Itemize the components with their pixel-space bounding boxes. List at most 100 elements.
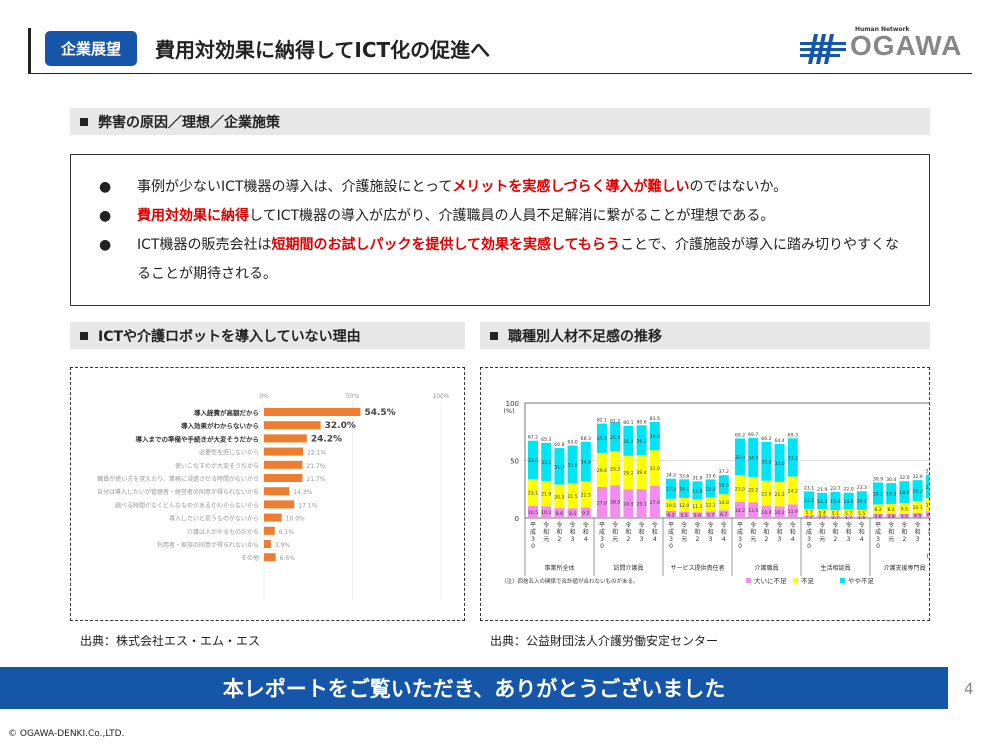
- bar-segment: [692, 512, 703, 518]
- legend-label: 不足: [801, 577, 815, 585]
- segment-label: 26.1: [636, 438, 646, 444]
- year-label: 和: [846, 528, 852, 536]
- section-heading-reasons: ICTや介護ロボットを導入していない理由: [70, 322, 465, 349]
- segment-label: 8.5: [569, 511, 576, 517]
- bar: [264, 487, 290, 496]
- bullet-dot-icon: ●: [99, 179, 112, 195]
- segment-label: 6.0: [927, 513, 929, 519]
- bar-segment: [817, 515, 828, 518]
- total-label: 81.2: [610, 419, 620, 425]
- bar-segment: [636, 425, 647, 456]
- year-label: 和: [777, 528, 783, 536]
- bar-segment: [610, 451, 621, 486]
- bar-segment: [856, 509, 867, 517]
- bar-segment: [597, 423, 607, 453]
- segment-label: 14.6: [843, 499, 853, 505]
- bar-segment: [748, 502, 759, 518]
- segment-label: 21.9: [541, 492, 551, 498]
- year-label: 和: [790, 528, 796, 536]
- bullet-item: ● ICT機器の販売会社は短期間のお試しパックを提供して効果を実感してもらうことで…: [95, 231, 909, 289]
- bar-segment: [787, 504, 798, 518]
- year-label: 0: [876, 543, 880, 550]
- segment-label: 13.5: [748, 508, 758, 514]
- reasons-bar-chart: 0% 50% 100% 導入経費が高額だから 54.5% 導入効果がわからないから 32.0…: [97, 393, 450, 600]
- year-label: 令: [583, 521, 589, 529]
- section-heading-shortage: 職種別人材不足感の推移: [480, 322, 930, 349]
- bar: [264, 408, 361, 416]
- data-label: 3.9%: [275, 542, 291, 549]
- body-text: ことで、介護施設が導入に踏み切りやすくなることが期待される。: [137, 237, 899, 282]
- segment-label: 29.2: [610, 466, 620, 472]
- segment-label: 10.5: [528, 510, 538, 516]
- category-label: 導入したいと思うものがないから: [169, 515, 259, 523]
- legend-swatch: [840, 578, 845, 583]
- year-label: 成: [737, 528, 743, 536]
- year-label: 成: [875, 528, 881, 536]
- bar-segment: [623, 455, 634, 490]
- bar-segment: [666, 510, 676, 518]
- segment-label: 18.9: [899, 490, 909, 496]
- emphasis-text: 費用対効果に納得: [137, 208, 249, 224]
- segment-label: 34.6: [581, 460, 591, 466]
- segment-label: 33.2: [788, 455, 798, 461]
- segment-label: 10.1: [912, 505, 922, 511]
- legend-swatch: [746, 578, 751, 583]
- year-label: 令: [832, 521, 838, 529]
- year-label: 令: [819, 521, 825, 529]
- bar-segment: [748, 437, 759, 477]
- total-label: 69.3: [788, 432, 798, 438]
- data-label: 17.1%: [298, 502, 317, 509]
- year-label: 和: [543, 528, 549, 536]
- bar-segment: [623, 489, 634, 518]
- year-label: 元: [543, 536, 549, 543]
- total-label: 67.2: [528, 435, 538, 441]
- year-label: 和: [570, 528, 576, 536]
- shortage-chart-frame: 0 50 100 (%) 10.5 23.1 33.6 67.2 平成 3 0 10.2 21.9 33.…: [480, 367, 943, 621]
- segment-label: 1.7: [845, 515, 852, 521]
- year-label: 3: [807, 536, 811, 543]
- bar-segment: [886, 503, 897, 514]
- data-label: 54.5%: [364, 408, 395, 418]
- total-label: 32.0: [899, 475, 909, 481]
- bar-segment: [886, 483, 897, 504]
- year-label: 令: [928, 521, 929, 529]
- segment-label: 5.7: [707, 513, 714, 519]
- x-tick-label: 0%: [259, 393, 269, 400]
- data-label: 21.7%: [306, 476, 325, 483]
- bar-segment: [567, 508, 578, 518]
- year-label: 3: [738, 536, 742, 543]
- segment-label: 27.0: [597, 500, 607, 506]
- year-label: 3: [531, 536, 535, 543]
- segment-label: 19.1: [873, 491, 883, 497]
- segment-label: 3.5: [901, 514, 908, 520]
- bar: [264, 513, 282, 522]
- year-label: 2: [626, 536, 630, 543]
- data-label: 21.7%: [306, 463, 325, 470]
- segment-label: 34.0: [748, 455, 758, 461]
- year-label: 2: [764, 536, 768, 543]
- total-label: 22.0: [843, 487, 853, 493]
- logo-mark-icon: [800, 34, 846, 64]
- bar-segment: [804, 508, 814, 516]
- year-label: 和: [583, 528, 589, 536]
- bar-segment: [649, 450, 660, 486]
- segment-label: 33.8: [761, 459, 771, 465]
- year-label: 令: [888, 521, 894, 529]
- legend-label: 大いに不足: [754, 576, 787, 585]
- segment-label: 29.6: [597, 468, 607, 474]
- total-label: 80.6: [636, 419, 646, 425]
- body-text: ICT機器の販売会社は: [137, 237, 272, 253]
- group-label: サービス提供責任者: [670, 564, 724, 572]
- bar-segment: [679, 511, 690, 518]
- segment-label: 2.2: [805, 515, 812, 521]
- year-label: 令: [901, 521, 907, 529]
- bar-segment: [774, 506, 785, 518]
- segment-label: 22.5: [581, 492, 591, 498]
- segment-label: 6.7: [720, 512, 727, 518]
- bar-segment: [856, 516, 867, 518]
- group-label: 介護職員: [754, 564, 778, 572]
- segment-label: 14.2: [735, 508, 745, 514]
- segment-label: 10.4: [761, 510, 771, 516]
- segment-label: 1.7: [832, 515, 839, 521]
- data-label: 32.0%: [325, 421, 356, 431]
